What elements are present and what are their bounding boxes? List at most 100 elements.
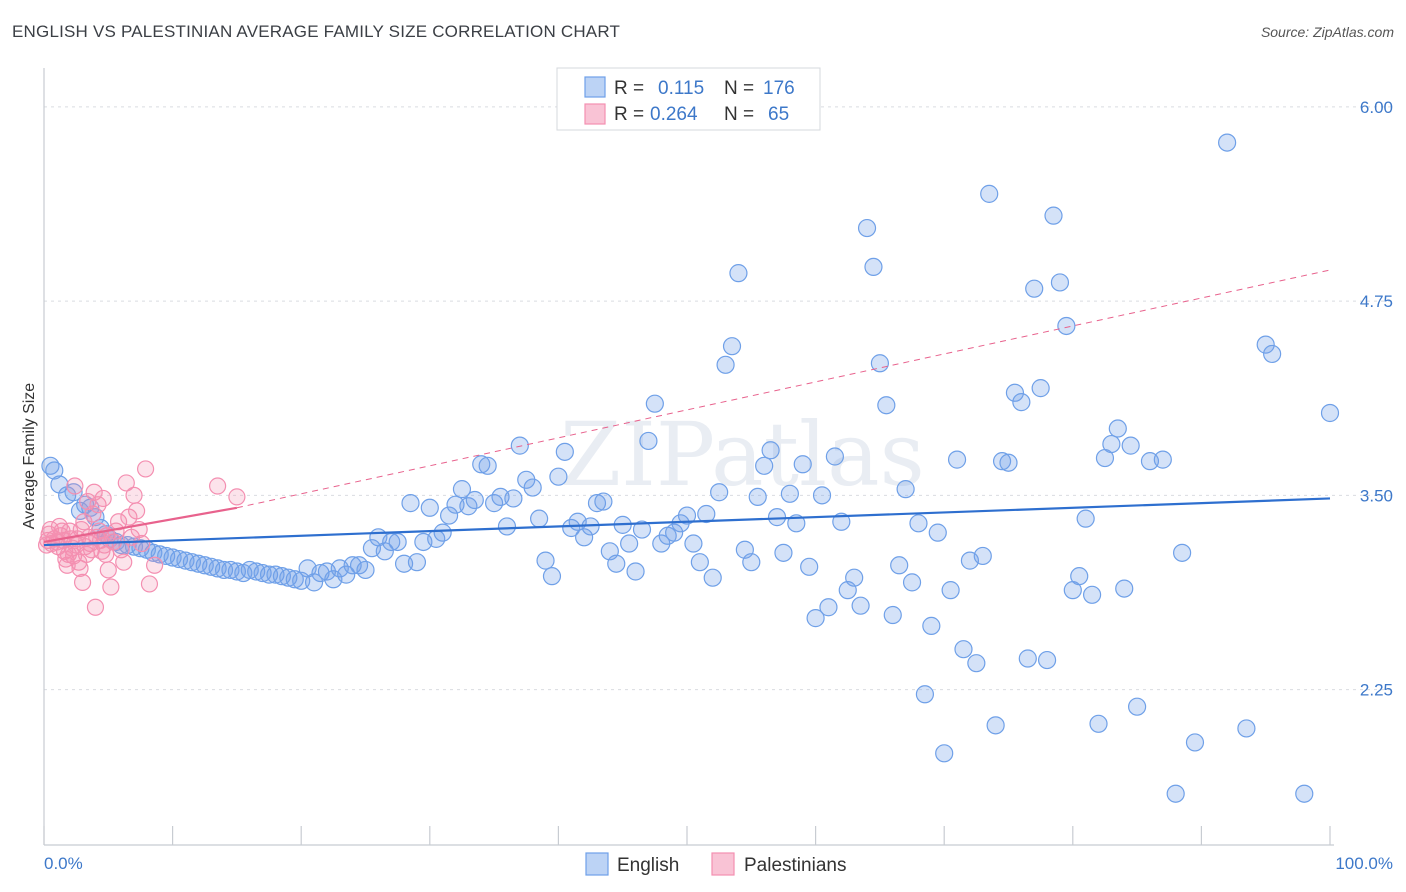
y-axis-title: Average Family Size bbox=[21, 383, 38, 530]
english-point bbox=[857, 218, 877, 238]
palestinian-point bbox=[145, 556, 164, 574]
chart-title: ENGLISH VS PALESTINIAN AVERAGE FAMILY SI… bbox=[12, 22, 621, 41]
english-point bbox=[1005, 383, 1025, 402]
palestinian-point bbox=[115, 553, 133, 571]
legend-palestinian-n-label: N = bbox=[724, 104, 754, 125]
english-point bbox=[645, 394, 664, 413]
english-point bbox=[375, 542, 394, 561]
english-point bbox=[870, 354, 890, 373]
english-point bbox=[530, 509, 549, 528]
english-point bbox=[819, 598, 838, 617]
english-point bbox=[388, 532, 407, 552]
english-point bbox=[536, 551, 555, 570]
english-point bbox=[1153, 450, 1172, 469]
english-point bbox=[510, 436, 529, 455]
english-point bbox=[1102, 434, 1121, 454]
english-point bbox=[684, 534, 703, 553]
english-point bbox=[575, 528, 594, 547]
english-point bbox=[1031, 379, 1050, 398]
english-point bbox=[883, 605, 902, 625]
series-legend: English Palestinians bbox=[585, 852, 846, 876]
english-point bbox=[973, 546, 992, 566]
y-tick-label: 2.25 bbox=[1360, 681, 1393, 700]
palestinian-point bbox=[140, 575, 159, 593]
english-point bbox=[439, 506, 459, 525]
english-point bbox=[1263, 344, 1282, 364]
legend-english-n-label: N = bbox=[724, 78, 754, 99]
english-point bbox=[1025, 279, 1044, 298]
english-point bbox=[967, 654, 986, 673]
english-point bbox=[523, 478, 542, 497]
english-point bbox=[935, 744, 954, 763]
x-ticks bbox=[43, 826, 1331, 845]
palestinian-trend-line bbox=[43, 506, 238, 544]
english-point bbox=[677, 506, 697, 525]
english-point bbox=[896, 480, 915, 499]
bottom-legend-english-label: English bbox=[617, 855, 679, 876]
english-point bbox=[748, 487, 767, 507]
english-point bbox=[722, 337, 742, 356]
english-point bbox=[472, 455, 491, 474]
english-point bbox=[806, 609, 825, 628]
english-point bbox=[877, 396, 896, 415]
english-point bbox=[697, 504, 716, 524]
english-point bbox=[999, 453, 1018, 472]
english-point bbox=[928, 523, 947, 542]
english-point bbox=[1057, 316, 1076, 336]
legend-palestinian-swatch bbox=[584, 103, 606, 125]
english-point bbox=[607, 554, 626, 573]
english-point bbox=[1089, 714, 1108, 733]
english-point bbox=[1218, 133, 1237, 152]
english-point bbox=[1256, 335, 1275, 354]
english-point bbox=[1115, 579, 1134, 598]
english-point bbox=[729, 264, 748, 283]
legend-palestinian-r-value: 0.264 bbox=[650, 104, 698, 125]
y-tick-label: 6.00 bbox=[1360, 98, 1393, 117]
palestinian-point bbox=[99, 561, 117, 579]
english-point bbox=[787, 514, 806, 533]
legend-english-n-value: 176 bbox=[763, 78, 795, 99]
english-point bbox=[1037, 650, 1057, 670]
english-point bbox=[620, 534, 639, 553]
english-point bbox=[285, 570, 304, 589]
english-point bbox=[890, 556, 909, 575]
english-point bbox=[304, 573, 324, 592]
palestinian-point bbox=[84, 505, 102, 523]
english-point bbox=[716, 355, 735, 374]
palestinian-point bbox=[125, 486, 143, 504]
palestinian-point bbox=[71, 559, 89, 577]
english-point bbox=[864, 257, 883, 277]
english-point bbox=[1185, 733, 1205, 752]
english-point bbox=[549, 467, 568, 486]
legend-english-r-value: 0.115 bbox=[658, 78, 704, 99]
english-point bbox=[1082, 585, 1102, 604]
legend-english-r-label: R = bbox=[614, 78, 644, 99]
english-point bbox=[1295, 784, 1314, 803]
english-point bbox=[401, 494, 420, 513]
english-point bbox=[452, 480, 472, 499]
english-point bbox=[690, 553, 709, 572]
palestinian-point bbox=[102, 578, 120, 596]
english-point bbox=[825, 447, 844, 466]
palestinian-point bbox=[136, 460, 155, 478]
english-point bbox=[632, 520, 652, 539]
english-point bbox=[909, 514, 928, 533]
chart-source: Source: ZipAtlas.com bbox=[1260, 24, 1394, 40]
english-point bbox=[478, 456, 497, 475]
bottom-legend-english-swatch bbox=[585, 852, 609, 876]
english-point bbox=[922, 616, 941, 635]
english-point bbox=[45, 461, 64, 480]
english-point bbox=[902, 573, 922, 592]
palestinian-point bbox=[127, 502, 146, 520]
english-point bbox=[1018, 649, 1037, 668]
english-point bbox=[356, 560, 375, 580]
english-point bbox=[941, 581, 960, 600]
english-point bbox=[337, 565, 356, 584]
english-trend-line bbox=[43, 497, 1331, 547]
english-point bbox=[703, 568, 722, 587]
english-point bbox=[812, 486, 832, 505]
english-point bbox=[1076, 509, 1095, 528]
english-point bbox=[587, 494, 607, 513]
palestinian-point bbox=[209, 477, 227, 495]
english-point bbox=[1070, 567, 1089, 586]
